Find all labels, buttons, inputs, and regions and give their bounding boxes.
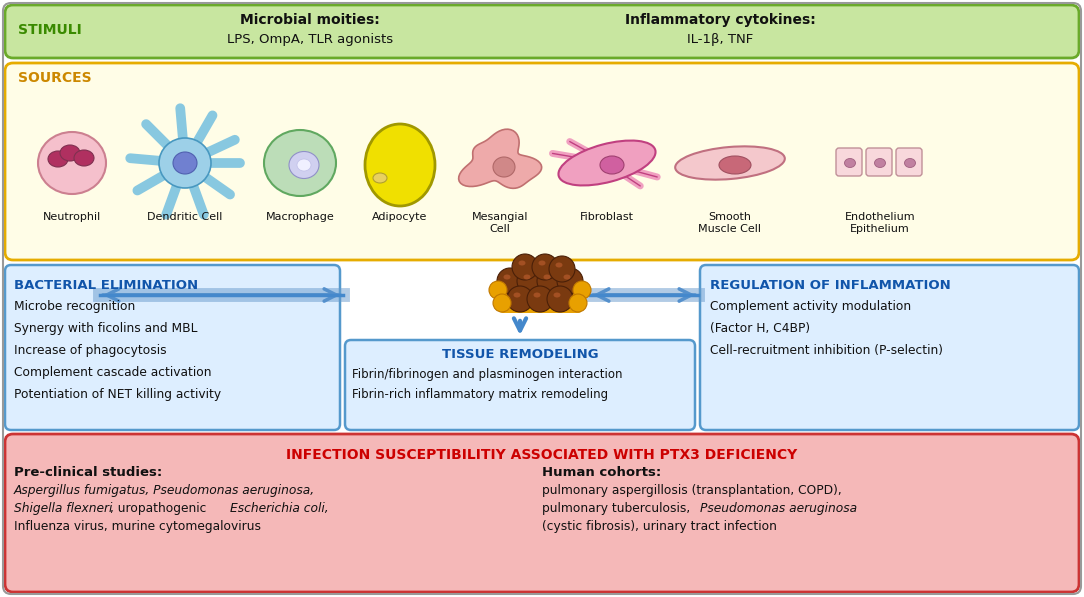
Ellipse shape [60,145,80,161]
FancyBboxPatch shape [896,148,922,176]
FancyBboxPatch shape [345,340,695,430]
Text: BACTERIAL ELIMINATION: BACTERIAL ELIMINATION [14,279,198,292]
Ellipse shape [518,260,526,266]
Text: Shigella flexneri: Shigella flexneri [14,502,113,515]
Ellipse shape [264,130,336,196]
Ellipse shape [38,132,106,194]
Text: Complement cascade activation: Complement cascade activation [14,366,211,379]
Text: Adipocyte: Adipocyte [372,212,428,222]
Ellipse shape [503,275,511,279]
Ellipse shape [564,275,570,279]
FancyBboxPatch shape [5,63,1079,260]
Text: Cell-recruitment inhibition (P-selectin): Cell-recruitment inhibition (P-selectin) [710,344,943,357]
Ellipse shape [543,275,551,279]
Circle shape [507,286,533,312]
Text: Macrophage: Macrophage [266,212,334,222]
Ellipse shape [493,157,515,177]
Circle shape [517,268,543,294]
Text: Mesangial
Cell: Mesangial Cell [472,212,528,233]
Ellipse shape [74,150,94,166]
Text: IL-1β, TNF: IL-1β, TNF [687,33,753,47]
Text: Microbe recognition: Microbe recognition [14,300,136,313]
Ellipse shape [601,156,624,174]
Text: Microbial moities:: Microbial moities: [241,13,379,27]
Text: Smooth
Muscle Cell: Smooth Muscle Cell [698,212,761,233]
Circle shape [569,294,588,312]
Text: Pseudomonas aeruginosa: Pseudomonas aeruginosa [700,502,857,515]
Ellipse shape [289,152,319,179]
Circle shape [493,294,511,312]
Circle shape [532,254,558,280]
Text: INFECTION SUSCEPTIBILITIY ASSOCIATED WITH PTX3 DEFICIENCY: INFECTION SUSCEPTIBILITIY ASSOCIATED WIT… [286,448,798,462]
Text: pulmonary aspergillosis (transplantation, COPD),: pulmonary aspergillosis (transplantation… [542,484,842,497]
Text: Fibrin-rich inflammatory matrix remodeling: Fibrin-rich inflammatory matrix remodeli… [352,388,608,401]
Ellipse shape [875,158,886,168]
Text: Synergy with ficolins and MBL: Synergy with ficolins and MBL [14,322,197,335]
Ellipse shape [675,146,785,180]
Ellipse shape [159,138,211,188]
Circle shape [549,256,575,282]
Circle shape [537,268,563,294]
Text: Aspergillus fumigatus, Pseudomonas aeruginosa,: Aspergillus fumigatus, Pseudomonas aerug… [14,484,315,497]
Text: Influenza virus, murine cytomegalovirus: Influenza virus, murine cytomegalovirus [14,520,261,533]
FancyBboxPatch shape [700,265,1079,430]
Ellipse shape [719,156,751,174]
Text: Fibrin/fibrinogen and plasminogen interaction: Fibrin/fibrinogen and plasminogen intera… [352,368,622,381]
Circle shape [573,281,591,299]
Ellipse shape [514,293,520,297]
Text: Escherichia coli,: Escherichia coli, [230,502,328,515]
Circle shape [547,286,573,312]
Ellipse shape [904,158,916,168]
Text: LPS, OmpA, TLR agonists: LPS, OmpA, TLR agonists [227,33,393,47]
Ellipse shape [539,260,545,266]
Circle shape [496,268,522,294]
FancyBboxPatch shape [836,148,862,176]
Text: Potentiation of NET killing activity: Potentiation of NET killing activity [14,388,221,401]
Text: Dendritic Cell: Dendritic Cell [147,212,222,222]
Text: Human cohorts:: Human cohorts: [542,466,661,479]
Text: pulmonary tuberculosis,: pulmonary tuberculosis, [542,502,694,515]
Circle shape [512,254,538,280]
Text: REGULATION OF INFLAMMATION: REGULATION OF INFLAMMATION [710,279,951,292]
Ellipse shape [373,173,387,183]
Text: Inflammatory cytokines:: Inflammatory cytokines: [624,13,815,27]
Text: Fibroblast: Fibroblast [580,212,634,222]
Text: TISSUE REMODELING: TISSUE REMODELING [441,348,598,361]
FancyBboxPatch shape [5,5,1079,58]
Circle shape [557,268,583,294]
Text: (cystic fibrosis), urinary tract infection: (cystic fibrosis), urinary tract infecti… [542,520,777,533]
Text: Neutrophil: Neutrophil [43,212,101,222]
Circle shape [489,281,507,299]
Ellipse shape [558,140,656,186]
Ellipse shape [297,159,311,171]
Circle shape [527,286,553,312]
Polygon shape [459,129,542,188]
FancyBboxPatch shape [5,434,1079,592]
Ellipse shape [365,124,435,206]
Text: (Factor H, C4BP): (Factor H, C4BP) [710,322,810,335]
Text: , uropathogenic: , uropathogenic [109,502,210,515]
Ellipse shape [555,263,563,267]
FancyBboxPatch shape [866,148,892,176]
Ellipse shape [173,152,197,174]
Ellipse shape [554,293,560,297]
Ellipse shape [844,158,855,168]
Text: Endothelium
Epithelium: Endothelium Epithelium [844,212,915,233]
Ellipse shape [48,151,68,167]
Text: Pre-clinical studies:: Pre-clinical studies: [14,466,163,479]
Text: Increase of phagocytosis: Increase of phagocytosis [14,344,167,357]
Text: Complement activity modulation: Complement activity modulation [710,300,912,313]
Ellipse shape [533,293,541,297]
FancyBboxPatch shape [5,265,340,430]
Ellipse shape [524,275,530,279]
Text: STIMULI: STIMULI [18,23,81,37]
Text: SOURCES: SOURCES [18,71,92,85]
